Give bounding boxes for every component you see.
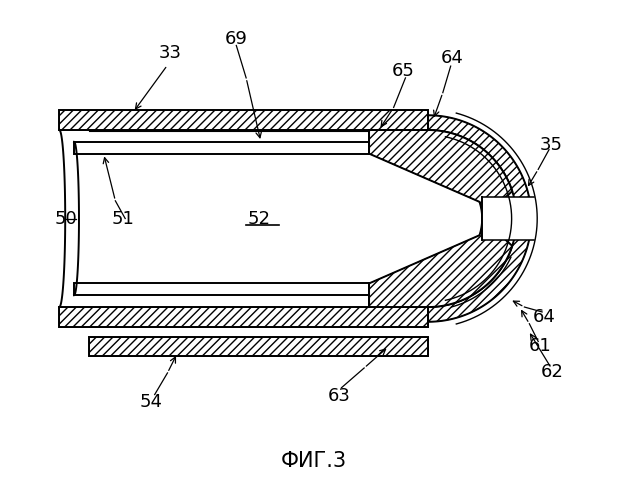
Polygon shape xyxy=(369,218,512,307)
Polygon shape xyxy=(89,336,428,356)
Polygon shape xyxy=(482,197,534,240)
Polygon shape xyxy=(74,284,369,295)
Text: 64: 64 xyxy=(441,49,464,67)
Polygon shape xyxy=(74,142,369,154)
Text: 63: 63 xyxy=(328,386,351,404)
Polygon shape xyxy=(60,110,428,130)
Polygon shape xyxy=(60,307,428,326)
Text: 61: 61 xyxy=(529,338,552,355)
Text: 54: 54 xyxy=(139,394,162,411)
Text: 65: 65 xyxy=(392,62,415,80)
Text: 62: 62 xyxy=(540,363,564,381)
Text: 64: 64 xyxy=(533,308,556,326)
Polygon shape xyxy=(369,130,512,218)
Polygon shape xyxy=(74,154,369,284)
Text: 33: 33 xyxy=(159,44,182,62)
Text: 50: 50 xyxy=(55,210,78,228)
Text: ФИГ.3: ФИГ.3 xyxy=(281,452,347,471)
Text: 35: 35 xyxy=(539,136,562,154)
Text: 52: 52 xyxy=(248,210,270,228)
Polygon shape xyxy=(428,116,531,322)
Text: 69: 69 xyxy=(225,30,248,48)
Text: 51: 51 xyxy=(112,210,135,228)
